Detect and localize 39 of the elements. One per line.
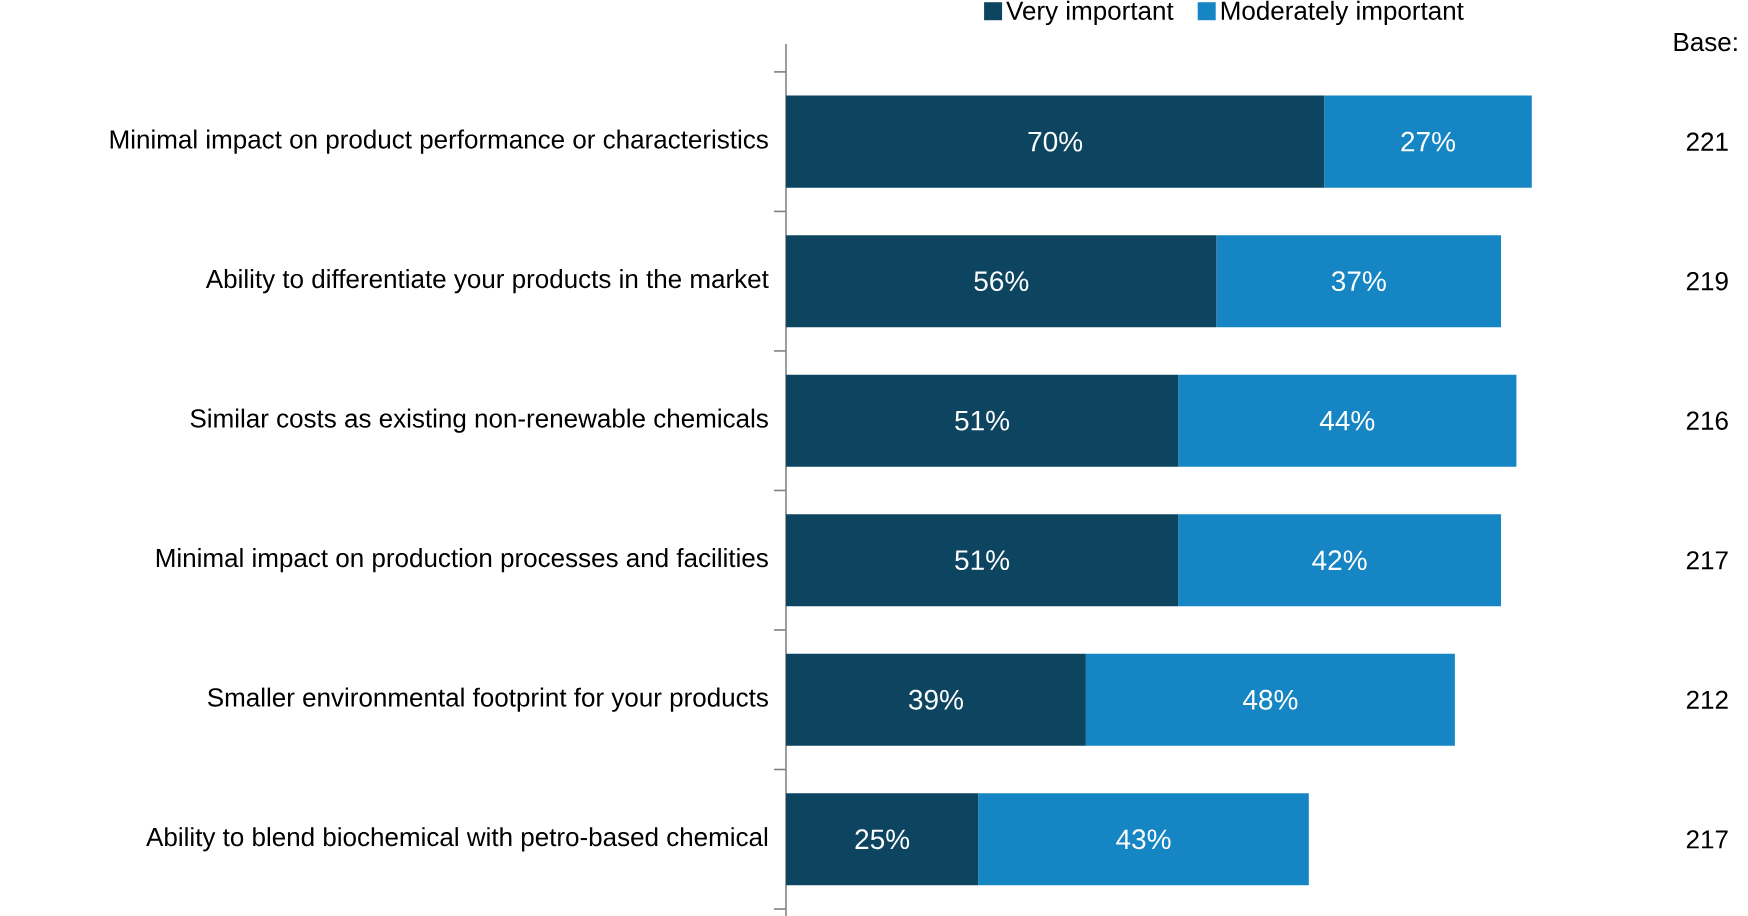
text: 212	[1686, 690, 1728, 709]
data-label: 44%	[1319, 410, 1375, 431]
data-label: 48%	[1242, 689, 1298, 710]
bar	[1085, 653, 1455, 746]
y-tick-label: Minimal impact on production processes and facilities	[156, 548, 768, 573]
text: 217	[1686, 830, 1728, 849]
y-tick-label: Minimal impact on product performance or characteristics	[110, 129, 768, 154]
bar	[786, 374, 1179, 467]
data-label: 51%	[955, 550, 1010, 571]
data-label: 37%	[1331, 271, 1386, 292]
bar	[1324, 95, 1532, 188]
data-label: 43%	[1116, 829, 1171, 850]
bar	[786, 793, 979, 886]
data-label: 42%	[1312, 550, 1367, 571]
y-tick-label: Ability to differentiate your products in the market	[205, 269, 769, 294]
data-label: 70%	[1028, 131, 1083, 152]
text: 217	[1686, 551, 1728, 570]
bar	[1178, 374, 1517, 467]
bar	[786, 235, 1217, 328]
bar	[786, 95, 1325, 188]
bar	[786, 653, 1086, 746]
data-label: 56%	[974, 271, 1029, 292]
data-label: 25%	[855, 829, 910, 850]
data-label: 51%	[955, 410, 1010, 431]
data-label: 39%	[908, 689, 963, 710]
text: 216	[1686, 411, 1728, 430]
y-tick-label: Similar costs as existing non-renewable chemicals	[190, 408, 768, 433]
legend-label: Very important	[1006, 0, 1174, 26]
text: Base:	[1674, 33, 1737, 52]
y-tick-label: Smaller environmental footprint for your products	[207, 687, 768, 712]
y-tick-label: Ability to blend biochemical with petro-based chemical	[146, 827, 768, 852]
bar	[1216, 235, 1502, 328]
text: 221	[1686, 132, 1728, 151]
data-label: 27%	[1401, 131, 1456, 152]
legend-label: Moderately important	[1221, 0, 1464, 26]
bar	[978, 793, 1309, 886]
bar	[786, 514, 1179, 607]
bar	[1178, 514, 1502, 607]
text: 219	[1686, 271, 1728, 291]
